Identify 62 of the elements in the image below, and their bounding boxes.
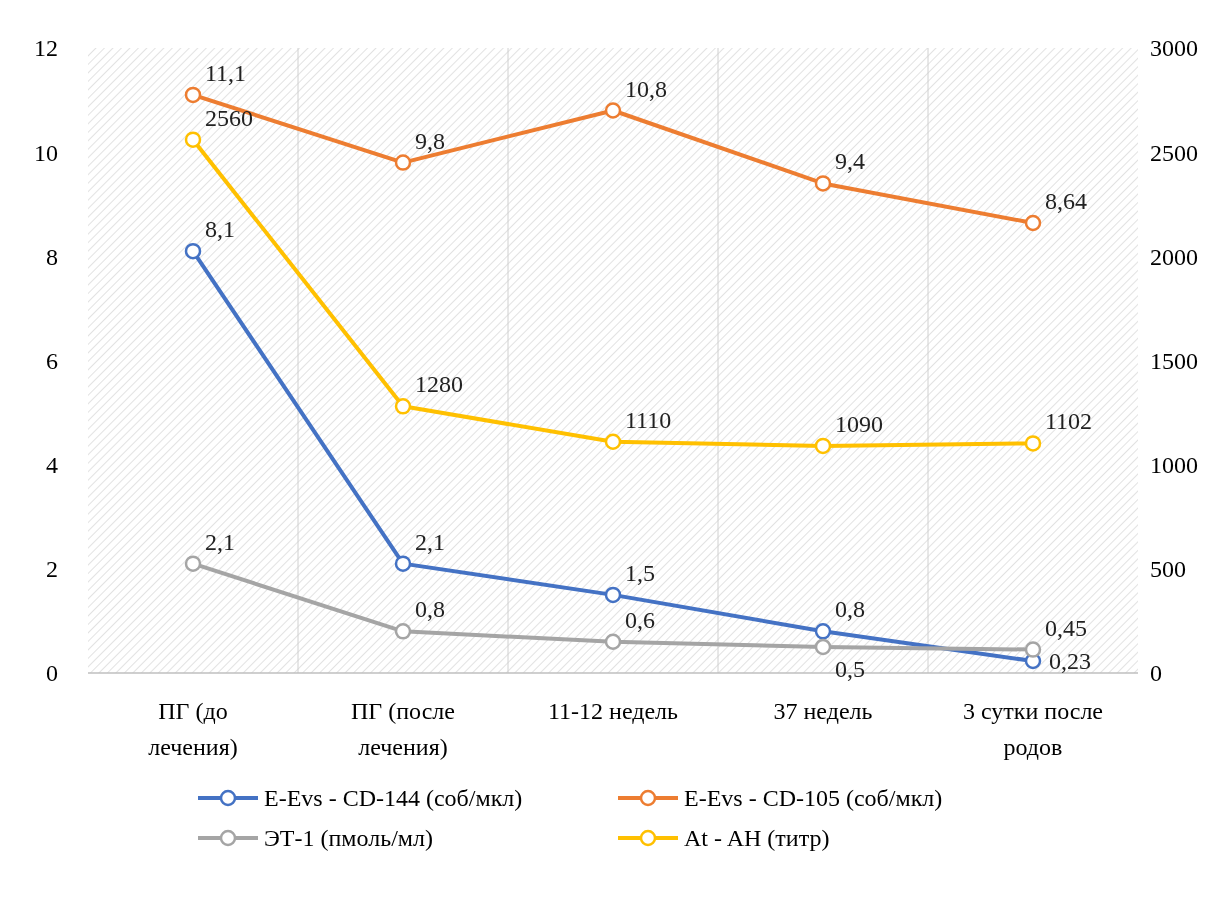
data-label: 1110 bbox=[625, 406, 672, 433]
data-label: 9,8 bbox=[415, 127, 445, 154]
point bbox=[604, 433, 622, 450]
x-tick-label: 3 сутки после родов bbox=[962, 698, 1104, 760]
data-label: 10,8 bbox=[625, 75, 667, 102]
point bbox=[814, 175, 832, 192]
y2-tick-label: 2500 bbox=[1150, 139, 1198, 166]
y-tick-label: 0 bbox=[46, 660, 58, 687]
y2-tick-label: 1000 bbox=[1150, 452, 1198, 479]
point bbox=[184, 555, 202, 572]
data-label: 2,1 bbox=[415, 528, 445, 555]
data-label: 0,8 bbox=[835, 596, 865, 623]
y-tick-label: 4 bbox=[46, 452, 58, 479]
legend-label: At - AH (титр) bbox=[684, 825, 830, 852]
y-tick-label: 6 bbox=[46, 347, 58, 374]
legend-label: E-Evs - CD-144 (соб/мкл) bbox=[264, 785, 523, 812]
data-label: 0,6 bbox=[625, 606, 655, 633]
data-label: 8,1 bbox=[205, 216, 235, 243]
data-label: 0,5 bbox=[835, 655, 865, 682]
point bbox=[814, 437, 832, 455]
point bbox=[604, 633, 622, 650]
legend-label: ЭТ-1 (пмоль/мл) bbox=[264, 825, 433, 852]
x-tick-label: 11-12 недель bbox=[547, 698, 679, 724]
data-label: 0,23 bbox=[1049, 648, 1091, 675]
point bbox=[604, 586, 622, 604]
y-tick-label: 10 bbox=[34, 139, 58, 166]
y-tick-label: 12 bbox=[34, 35, 58, 62]
point bbox=[394, 154, 412, 171]
y2-tick-label: 500 bbox=[1150, 556, 1186, 583]
data-label: 1102 bbox=[1045, 408, 1093, 435]
point bbox=[1024, 214, 1042, 232]
data-label: 8,64 bbox=[1045, 188, 1087, 214]
data-label: 1280 bbox=[415, 371, 463, 398]
x-tick-label: ПГ (после лечения) bbox=[351, 698, 455, 760]
data-label: 9,4 bbox=[835, 148, 865, 175]
data-label: 0,45 bbox=[1045, 614, 1087, 641]
y-tick-label: 2 bbox=[46, 556, 58, 583]
y2-tick-label: 3000 bbox=[1150, 35, 1198, 62]
point bbox=[814, 623, 832, 640]
y2-tick-label: 1500 bbox=[1150, 347, 1198, 374]
data-label: 2560 bbox=[205, 104, 253, 131]
data-label: 11,1 bbox=[205, 59, 247, 86]
x-tick-label: 37 недель bbox=[773, 698, 873, 724]
point bbox=[604, 102, 622, 119]
y-tick-label: 8 bbox=[46, 243, 58, 270]
data-label: 2,1 bbox=[205, 528, 235, 555]
point bbox=[1024, 435, 1042, 452]
point bbox=[184, 242, 202, 260]
data-label: 0,8 bbox=[415, 596, 445, 623]
point bbox=[184, 86, 202, 104]
y2-tick-label: 0 bbox=[1150, 660, 1162, 687]
y2-tick-label: 2000 bbox=[1150, 243, 1198, 270]
data-label: 1090 bbox=[835, 410, 883, 437]
point bbox=[394, 398, 412, 415]
point bbox=[814, 638, 832, 656]
point bbox=[394, 555, 412, 572]
point bbox=[1024, 641, 1042, 658]
legend-label: E-Evs - CD-105 (соб/мкл) bbox=[684, 785, 943, 812]
point bbox=[184, 131, 202, 148]
point bbox=[394, 623, 412, 640]
data-label: 1,5 bbox=[625, 559, 655, 586]
x-tick-label: ПГ (до лечения) bbox=[148, 698, 238, 760]
